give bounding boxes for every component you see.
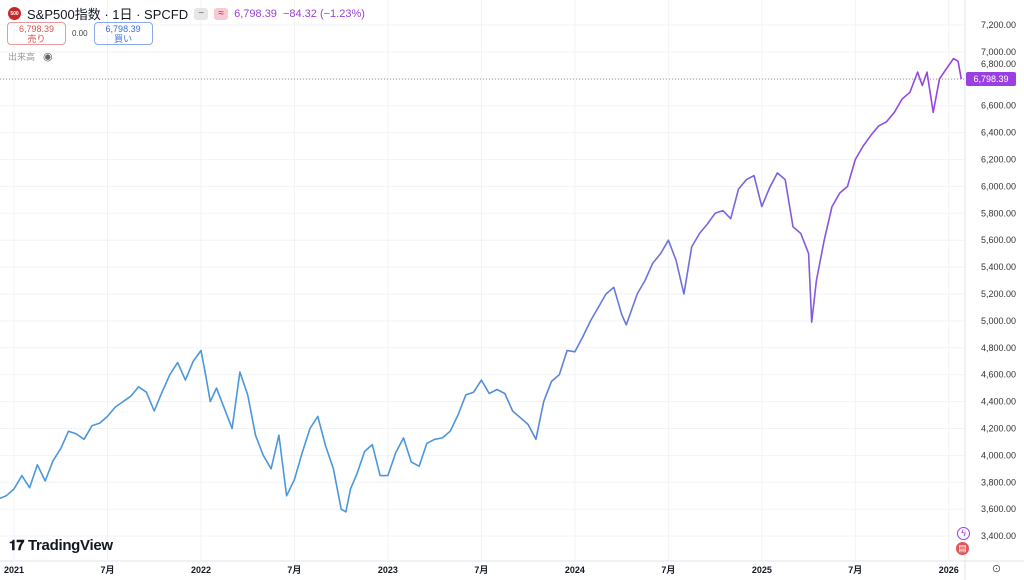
x-tick-label: 7月 bbox=[474, 565, 488, 575]
x-tick-label: 2023 bbox=[378, 565, 398, 575]
y-tick-label: 6,600.00 bbox=[981, 101, 1016, 111]
x-tick-label: 2024 bbox=[565, 565, 585, 575]
y-tick-label: 6,400.00 bbox=[981, 128, 1016, 138]
y-tick-label: 5,600.00 bbox=[981, 235, 1016, 245]
y-tick-label: 5,400.00 bbox=[981, 262, 1016, 272]
y-tick-label: 3,800.00 bbox=[981, 477, 1016, 487]
y-tick-label: 4,200.00 bbox=[981, 424, 1016, 434]
price-change: −84.32 (−1.23%) bbox=[282, 7, 365, 20]
last-price-tag: 6,798.39 bbox=[966, 72, 1016, 86]
x-tick-label: 7月 bbox=[661, 565, 675, 575]
y-tick-label: 4,800.00 bbox=[981, 343, 1016, 353]
y-tick-label: 5,800.00 bbox=[981, 208, 1016, 218]
y-tick-label: 7,200.00 bbox=[981, 20, 1016, 30]
x-tick-label: 2026 bbox=[939, 565, 959, 575]
y-tick-label: 4,000.00 bbox=[981, 450, 1016, 460]
us-flag-icon[interactable]: ▤ bbox=[956, 542, 969, 555]
x-tick-label: 7月 bbox=[848, 565, 862, 575]
y-tick-label: 5,000.00 bbox=[981, 316, 1016, 326]
y-tick-label: 6,200.00 bbox=[981, 155, 1016, 165]
minus-icon[interactable]: − bbox=[194, 7, 209, 20]
tradingview-logo[interactable]: 𝟏𝟕 TradingView bbox=[9, 537, 113, 554]
y-tick-label: 6,800.00 bbox=[981, 59, 1016, 69]
last-price: 6,798.39 bbox=[234, 7, 277, 20]
y-tick-label: 4,600.00 bbox=[981, 370, 1016, 380]
symbol-title: S&P500指数 · 1日 · SPCFD bbox=[27, 7, 189, 22]
symbol-logo: 500 bbox=[8, 7, 21, 20]
y-tick-label: 3,400.00 bbox=[981, 531, 1016, 541]
y-tick-label: 4,400.00 bbox=[981, 397, 1016, 407]
price-series-line bbox=[0, 57, 963, 513]
lightning-icon[interactable]: ϟ bbox=[957, 527, 970, 540]
x-tick-label: 2022 bbox=[191, 565, 211, 575]
approx-icon[interactable]: ≈ bbox=[214, 7, 229, 20]
spread: 0.00 bbox=[72, 29, 88, 38]
x-tick-label: 7月 bbox=[100, 565, 114, 575]
symbol-header[interactable]: 500 S&P500指数 · 1日 · SPCFD − ≈ 6,798.39 −… bbox=[8, 4, 365, 23]
eye-icon[interactable]: ◉ bbox=[43, 51, 53, 63]
y-tick-label: 3,600.00 bbox=[981, 504, 1016, 514]
y-tick-label: 6,000.00 bbox=[981, 181, 1016, 191]
volume-indicator[interactable]: 出来高 ◉ bbox=[8, 51, 53, 63]
buy-button[interactable]: 6,798.39 買い bbox=[93, 22, 153, 45]
y-tick-label: 7,000.00 bbox=[981, 47, 1016, 57]
settings-icon[interactable]: ⊙ bbox=[991, 563, 1002, 575]
x-tick-label: 2025 bbox=[752, 565, 772, 575]
x-tick-label: 2021 bbox=[4, 565, 24, 575]
x-tick-label: 7月 bbox=[287, 565, 301, 575]
y-tick-label: 5,200.00 bbox=[981, 289, 1016, 299]
tv-logo-icon: 𝟏𝟕 bbox=[9, 537, 24, 553]
sell-button[interactable]: 6,798.39 売り bbox=[7, 22, 66, 45]
